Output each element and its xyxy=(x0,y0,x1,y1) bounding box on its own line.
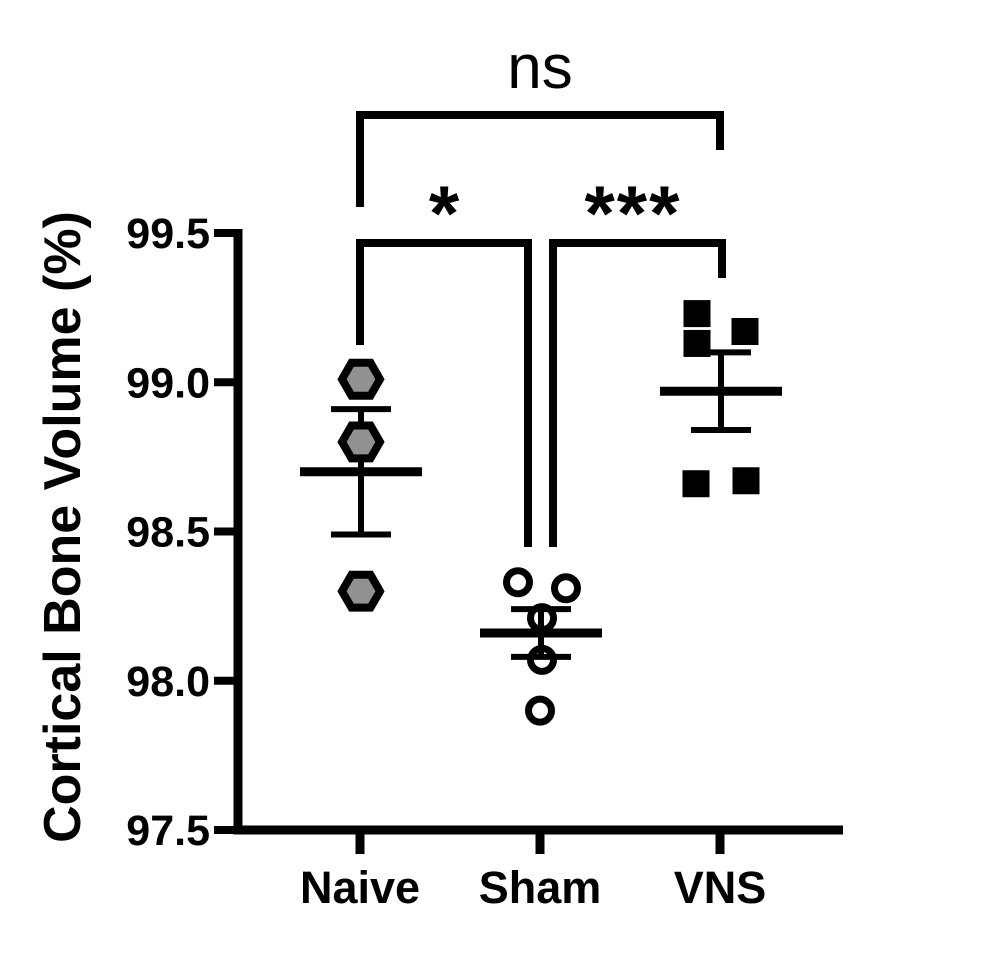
x-category-label-vns: VNS xyxy=(674,862,767,913)
data-point-sham-1 xyxy=(503,567,533,598)
y-tick-label: 98.0 xyxy=(126,658,210,706)
y-tick-label: 99.0 xyxy=(126,359,210,407)
sig-label-naive-sham: * xyxy=(429,169,460,257)
sig-bracket-naive-vns xyxy=(356,111,724,207)
sig-label-sham-vns: *** xyxy=(584,169,681,257)
data-point-vns-1 xyxy=(683,300,711,328)
data-point-vns-4 xyxy=(682,470,710,498)
y-axis-label: Cortical Bone Volume (%) xyxy=(34,211,92,843)
x-category-label-sham: Sham xyxy=(479,862,602,913)
y-tick-label: 97.5 xyxy=(126,807,210,855)
data-point-vns-2 xyxy=(731,318,759,346)
sig-label-naive-vns: ns xyxy=(507,33,572,102)
data-point-sham-3 xyxy=(527,603,557,634)
sig-bracket-sham-vns xyxy=(549,239,726,547)
sig-bracket-naive-sham xyxy=(356,239,532,547)
y-tick-label: 99.5 xyxy=(126,210,210,258)
x-category-label-naive: Naive xyxy=(300,862,420,913)
data-point-naive-1 xyxy=(337,358,385,400)
data-point-naive-2 xyxy=(337,421,385,463)
data-point-sham-4 xyxy=(527,644,557,675)
data-point-sham-2 xyxy=(551,573,581,604)
y-tick-label: 98.5 xyxy=(126,509,210,557)
data-point-sham-5 xyxy=(525,695,555,726)
data-point-naive-3 xyxy=(337,570,385,612)
data-point-vns-3 xyxy=(683,329,711,357)
data-point-vns-5 xyxy=(732,467,760,495)
